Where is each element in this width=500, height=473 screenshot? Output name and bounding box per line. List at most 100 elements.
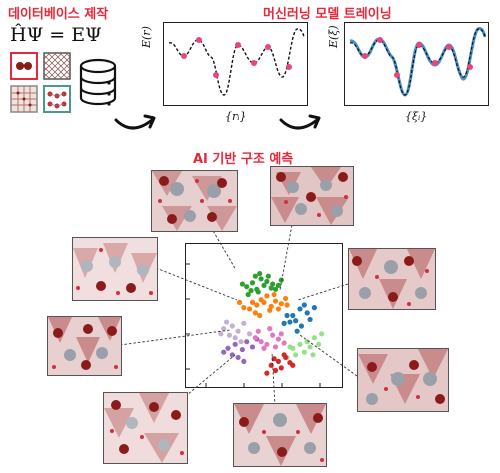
scatter-point	[283, 295, 289, 302]
scatter-point	[252, 335, 258, 341]
scatter-point	[264, 341, 270, 347]
scatter-point	[241, 305, 247, 311]
scatter-point	[294, 328, 300, 334]
scatter-point	[275, 336, 281, 342]
scatter-point	[278, 277, 284, 283]
scatter-point	[287, 319, 293, 325]
scatter-point	[301, 349, 307, 355]
crystal-structure-8	[233, 403, 327, 467]
training-title: 머신러닝 모델 트레이닝	[263, 7, 392, 22]
scatter-point	[241, 358, 247, 364]
energy-panel-left	[163, 22, 308, 106]
scatter-point	[249, 344, 256, 350]
scatter-point	[238, 339, 244, 345]
scatter-point	[310, 352, 316, 358]
sample-point	[377, 37, 383, 43]
scatter-point	[311, 305, 317, 311]
scatter-point	[270, 332, 276, 338]
scatter-point	[304, 339, 310, 345]
scatter-point	[272, 298, 279, 304]
right-panel-ylabel: E(ξ)	[327, 25, 340, 48]
sample-point	[446, 44, 452, 50]
scatter-point	[271, 291, 277, 298]
scatter-point	[221, 326, 227, 332]
scatter-point	[275, 282, 281, 288]
scatter-point	[301, 302, 307, 308]
schrodinger-equation: ĤΨ = EΨ	[10, 24, 102, 46]
scatter-point	[258, 297, 264, 303]
scatter-point	[307, 316, 313, 323]
scatter-point	[272, 286, 279, 292]
crystal-structure-2	[270, 166, 354, 226]
curved-arrow-icon	[112, 106, 160, 136]
scatter-point	[236, 299, 243, 305]
scatter-point	[265, 273, 271, 279]
scatter-point	[221, 349, 227, 355]
scatter-point	[244, 339, 250, 345]
scatter-point	[226, 332, 233, 338]
scatter-point	[249, 299, 256, 305]
crystal-structure-6	[357, 348, 449, 412]
prediction-title: AI 기반 구조 예측	[193, 152, 294, 167]
sample-point	[362, 53, 368, 59]
crystal-structure-7	[103, 392, 188, 464]
scatter-point	[247, 306, 253, 312]
sample-point	[265, 44, 271, 50]
scatter-point	[258, 276, 264, 282]
scatter-point	[267, 326, 273, 332]
scatter-point	[248, 288, 254, 294]
scatter-point	[239, 281, 245, 287]
scatter-point	[270, 281, 276, 287]
scatter-point	[261, 345, 267, 351]
sample-point	[213, 72, 219, 78]
scatter-point	[257, 312, 263, 319]
scatter-point	[252, 310, 258, 316]
database-tiles	[10, 52, 72, 114]
scatter-point	[225, 345, 231, 351]
hatched-tile-icon	[43, 52, 71, 80]
scatter-point	[284, 302, 290, 308]
scatter-point	[241, 320, 247, 326]
scatter-point	[218, 331, 224, 337]
scatter-point	[281, 320, 287, 326]
scatter-point	[235, 328, 241, 334]
scatter-point	[268, 303, 274, 309]
molecule-tile-icon	[43, 85, 71, 113]
prediction-scatter	[185, 243, 343, 388]
sample-point	[196, 37, 202, 43]
scatter-point	[297, 341, 303, 347]
crystal-structure-3	[72, 237, 158, 301]
grid-tile-icon	[10, 85, 38, 113]
scatter-point	[272, 344, 279, 350]
scatter-point	[255, 328, 261, 334]
scatter-point	[261, 282, 267, 288]
dumbbell-tile-icon	[10, 52, 38, 80]
crystal-structure-1	[151, 170, 238, 232]
scatter-point	[232, 335, 238, 341]
scatter-point	[249, 280, 256, 286]
scatter-point	[290, 362, 296, 368]
scatter-point	[258, 339, 264, 345]
database-icon	[78, 58, 118, 108]
energy-panel-right	[344, 22, 489, 106]
sample-point	[235, 42, 241, 48]
scatter-point	[293, 352, 299, 358]
scatter-point	[247, 331, 253, 337]
scatter-point	[281, 340, 287, 346]
scatter-point	[272, 367, 279, 374]
scatter-point	[281, 352, 287, 358]
scatter-point	[223, 319, 230, 325]
scatter-point	[297, 306, 303, 312]
sample-point	[251, 60, 257, 66]
scatter-point	[239, 346, 245, 353]
scatter-point	[275, 358, 281, 364]
database-title: 데이터베이스 제작	[8, 7, 109, 22]
scatter-point	[235, 354, 241, 361]
scatter-point	[304, 310, 310, 316]
scatter-point	[271, 356, 277, 362]
scatter-point	[264, 278, 270, 285]
sample-point	[416, 42, 422, 48]
right-panel-xlabel: {ξᵢ}	[405, 110, 428, 123]
curved-arrow-icon	[277, 106, 325, 136]
sample-point	[432, 60, 438, 66]
